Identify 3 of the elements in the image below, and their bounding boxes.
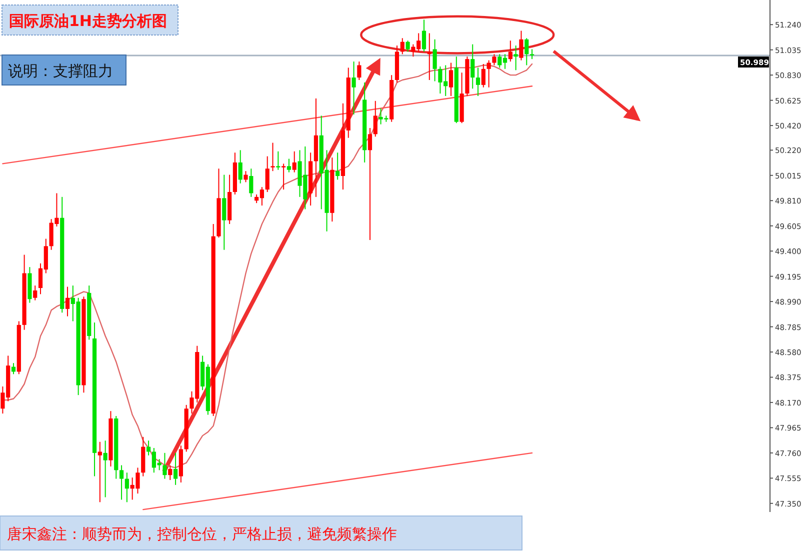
subtitle: 说明：支撑阻力: [2, 54, 126, 86]
annotation: 唐宋鑫注：顺势而为，控制仓位，严格止损，避免频繁操作: [0, 516, 522, 550]
title: 国际原油1H走势分析图: [2, 4, 178, 36]
